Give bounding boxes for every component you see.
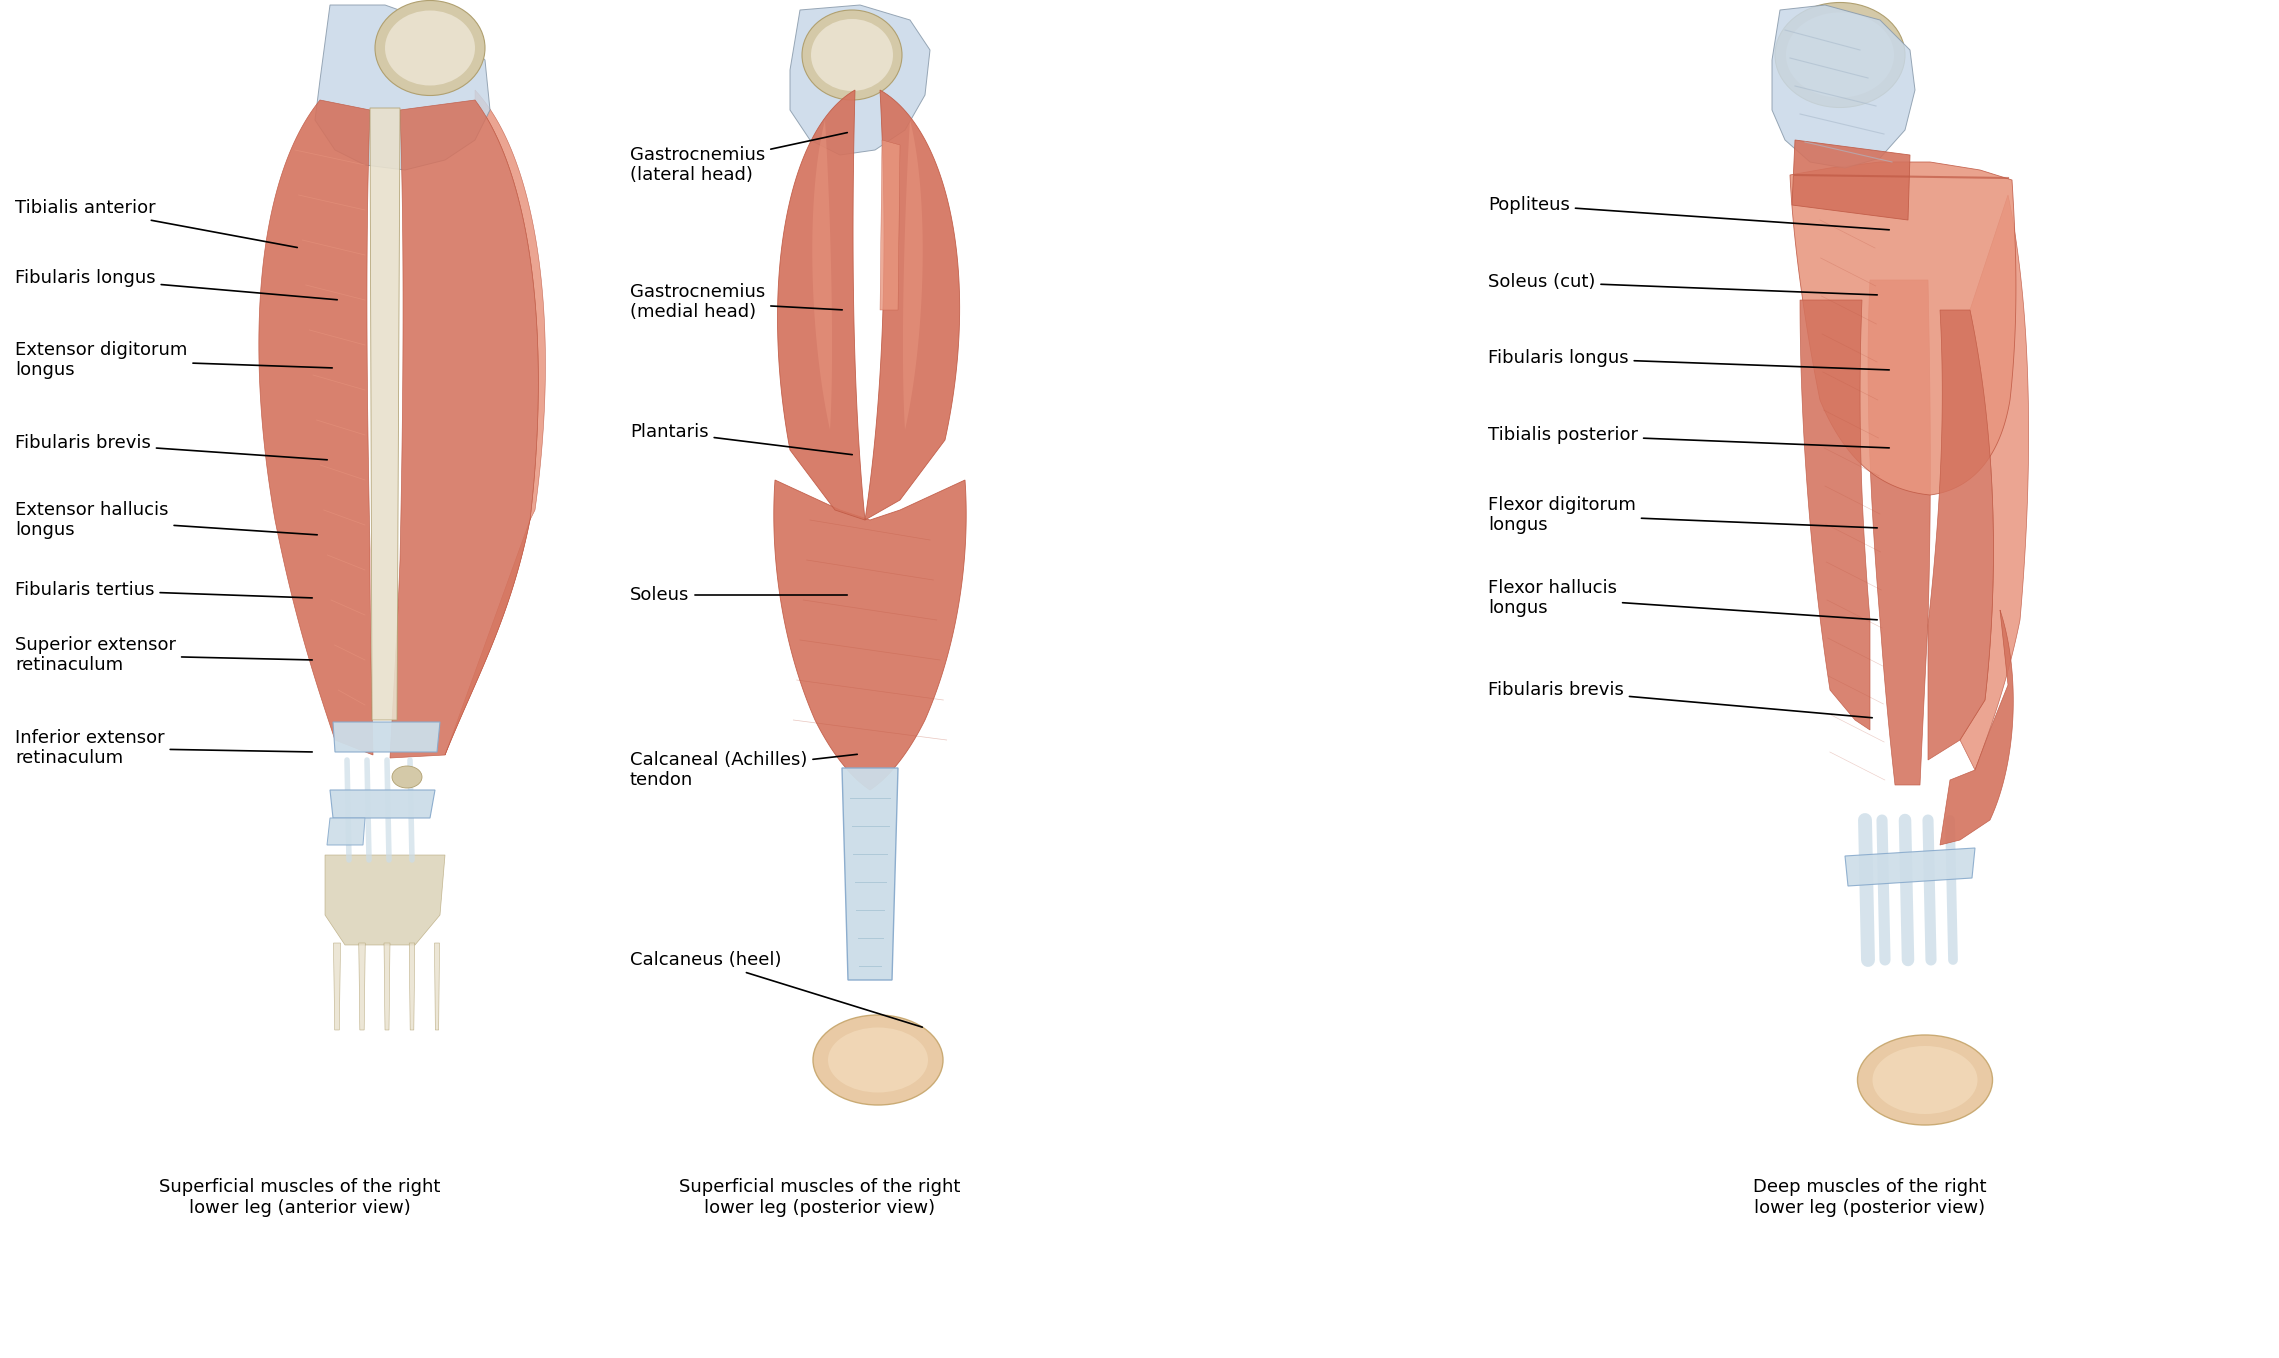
Polygon shape — [866, 90, 959, 520]
Ellipse shape — [1857, 1035, 1992, 1124]
Text: Inferior extensor
retinaculum: Inferior extensor retinaculum — [16, 729, 312, 767]
Ellipse shape — [1787, 12, 1894, 98]
Text: Fibularis brevis: Fibularis brevis — [16, 435, 328, 460]
Text: Gastrocnemius
(medial head): Gastrocnemius (medial head) — [629, 282, 843, 322]
Text: Fibularis longus: Fibularis longus — [1488, 349, 1889, 369]
Polygon shape — [1869, 280, 1930, 785]
Ellipse shape — [392, 766, 422, 788]
Text: Superficial muscles of the right
lower leg (anterior view): Superficial muscles of the right lower l… — [160, 1177, 440, 1217]
Ellipse shape — [814, 1014, 944, 1105]
Text: Calcaneus (heel): Calcaneus (heel) — [629, 951, 923, 1027]
Polygon shape — [333, 942, 340, 1029]
Polygon shape — [1928, 310, 1994, 760]
Text: Fibularis tertius: Fibularis tertius — [16, 581, 312, 599]
Ellipse shape — [827, 1028, 928, 1092]
Text: Deep muscles of the right
lower leg (posterior view): Deep muscles of the right lower leg (pos… — [1753, 1177, 1987, 1217]
Polygon shape — [315, 5, 490, 170]
Ellipse shape — [1873, 1046, 1978, 1114]
Text: Calcaneal (Achilles)
tendon: Calcaneal (Achilles) tendon — [629, 751, 857, 789]
Polygon shape — [1939, 610, 2012, 845]
Text: Flexor hallucis
longus: Flexor hallucis longus — [1488, 579, 1878, 619]
Polygon shape — [260, 100, 374, 755]
Text: Extensor digitorum
longus: Extensor digitorum longus — [16, 341, 333, 379]
Text: Popliteus: Popliteus — [1488, 196, 1889, 230]
Text: Flexor digitorum
longus: Flexor digitorum longus — [1488, 496, 1878, 535]
Polygon shape — [1800, 300, 1871, 731]
Polygon shape — [902, 120, 923, 430]
Polygon shape — [811, 120, 832, 430]
Polygon shape — [333, 722, 440, 752]
Polygon shape — [410, 942, 415, 1029]
Text: Soleus (cut): Soleus (cut) — [1488, 273, 1878, 295]
Polygon shape — [444, 90, 545, 755]
Polygon shape — [841, 769, 898, 980]
Ellipse shape — [1775, 3, 1905, 107]
Polygon shape — [435, 942, 440, 1029]
Text: Superficial muscles of the right
lower leg (posterior view): Superficial muscles of the right lower l… — [679, 1177, 962, 1217]
Polygon shape — [777, 90, 866, 520]
Polygon shape — [1846, 847, 1976, 885]
Polygon shape — [326, 856, 444, 945]
Text: Gastrocnemius
(lateral head): Gastrocnemius (lateral head) — [629, 133, 848, 185]
Polygon shape — [880, 140, 900, 310]
Polygon shape — [1773, 5, 1914, 168]
Polygon shape — [1791, 140, 1910, 220]
Text: Fibularis longus: Fibularis longus — [16, 269, 337, 300]
Polygon shape — [383, 942, 390, 1029]
Polygon shape — [775, 479, 966, 790]
Polygon shape — [330, 790, 435, 818]
Ellipse shape — [376, 0, 485, 95]
Text: Plantaris: Plantaris — [629, 422, 852, 455]
Text: Extensor hallucis
longus: Extensor hallucis longus — [16, 501, 317, 539]
Ellipse shape — [802, 10, 902, 100]
Polygon shape — [1789, 162, 2017, 496]
Polygon shape — [791, 5, 930, 155]
Polygon shape — [1960, 196, 2028, 770]
Ellipse shape — [811, 19, 893, 91]
Ellipse shape — [385, 11, 474, 86]
Text: Tibialis posterior: Tibialis posterior — [1488, 426, 1889, 448]
Polygon shape — [390, 100, 538, 758]
Text: Tibialis anterior: Tibialis anterior — [16, 200, 296, 247]
Polygon shape — [369, 109, 401, 720]
Text: Fibularis brevis: Fibularis brevis — [1488, 680, 1873, 718]
Polygon shape — [358, 942, 365, 1029]
Text: Superior extensor
retinaculum: Superior extensor retinaculum — [16, 636, 312, 675]
Polygon shape — [326, 818, 365, 845]
Text: Soleus: Soleus — [629, 587, 848, 604]
